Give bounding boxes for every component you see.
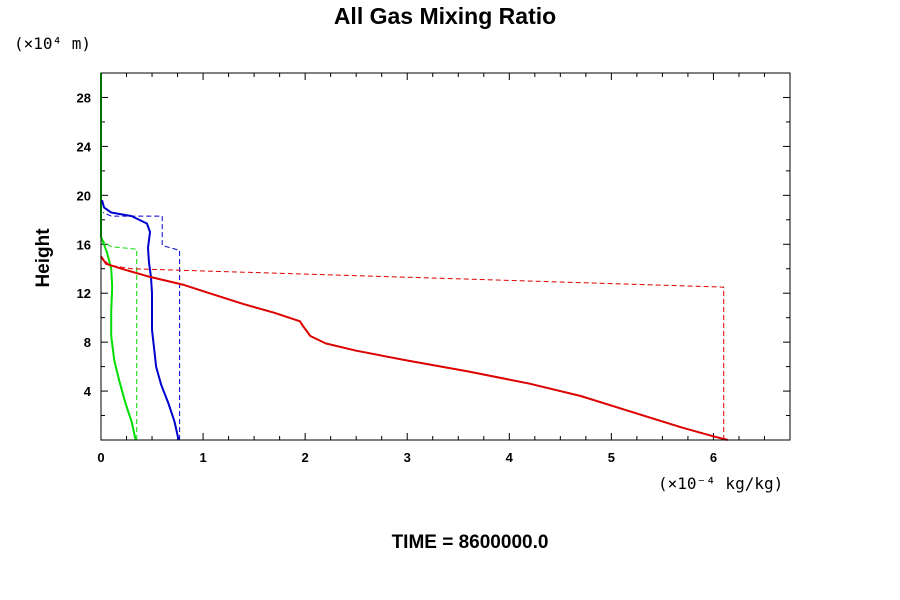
y-tick-labels: 4 8 12 16 20 24 28	[77, 90, 92, 399]
x-tick-label: 6	[710, 450, 717, 465]
y-tick-label: 8	[84, 335, 91, 350]
x-tick-label: 5	[608, 450, 615, 465]
y-tick-label: 20	[77, 188, 91, 203]
series-line-4	[100, 255, 728, 441]
time-footer: TIME = 8600000.0	[0, 532, 900, 554]
x-tick-labels: 0 1 2 3 4 5 6	[97, 450, 717, 465]
time-label: TIME =	[391, 532, 459, 553]
x-tick-label: 3	[404, 450, 411, 465]
y-tick-label: 24	[77, 139, 92, 154]
x-tick-label: 4	[506, 450, 514, 465]
axis-ticks	[100, 72, 791, 441]
plot-frame	[100, 72, 791, 441]
y-tick-label: 28	[77, 90, 91, 105]
x-axis-unit-label: (×10⁻⁴ kg/kg)	[658, 474, 784, 493]
x-tick-label: 2	[302, 450, 309, 465]
x-tick-label: 1	[199, 450, 206, 465]
series-line-0	[100, 73, 137, 441]
y-tick-label: 16	[77, 237, 91, 252]
time-value: 8600000.0	[458, 532, 549, 553]
series-line-1	[100, 237, 138, 440]
chart-title: All Gas Mixing Ratio	[333, 3, 557, 29]
series-lines	[100, 73, 728, 441]
y-tick-label: 4	[84, 384, 92, 399]
x-tick-label: 0	[97, 450, 104, 465]
y-axis-unit-label: (×10⁴ m)	[14, 34, 92, 53]
series-line-3	[102, 212, 181, 440]
series-line-5	[100, 256, 725, 440]
series-line-2	[101, 199, 180, 441]
y-tick-label: 12	[77, 286, 91, 301]
